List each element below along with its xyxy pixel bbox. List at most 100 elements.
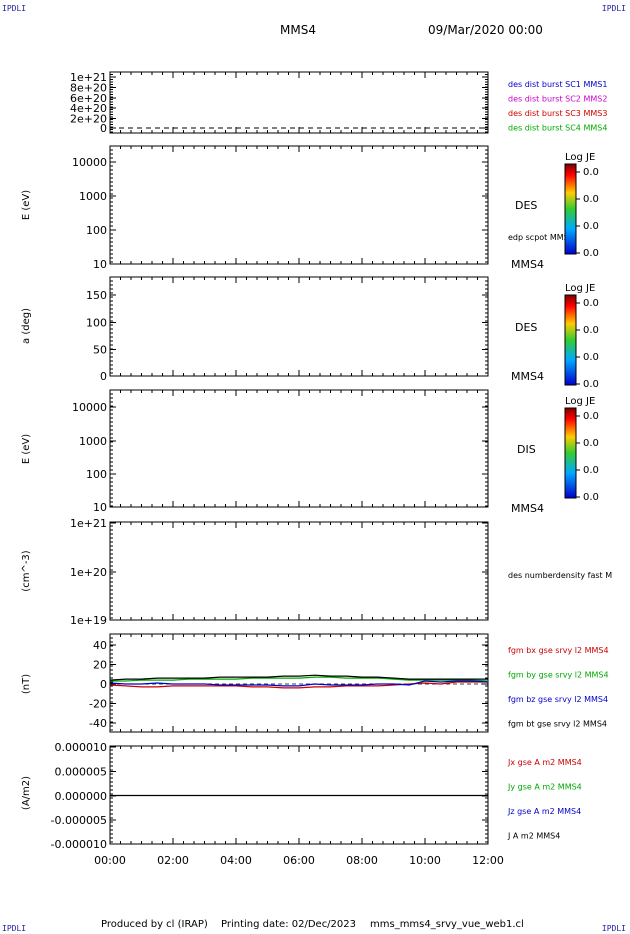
panel-3-instrument-label: DES — [515, 321, 537, 334]
panel-3-spacecraft-label: MMS4 — [511, 370, 544, 383]
time-axis-label: 12:00 — [472, 854, 504, 867]
panel-2-scpot-label: edp scpot MMS4 — [508, 233, 574, 242]
time-axis-label: 00:00 — [94, 854, 126, 867]
panel-4-ytick-label: 1000 — [79, 435, 107, 448]
panel-6-ytick-label: -20 — [89, 698, 107, 711]
panel-4-colorbar-title: Log JE — [565, 396, 595, 407]
corner-label-top-right: IPDLI — [601, 4, 626, 13]
panel-3-colorbar-tick-label: 0.0 — [583, 298, 599, 309]
panel-4-ylabel: E (eV) — [21, 434, 32, 464]
panel-4-colorbar-bar — [564, 407, 577, 499]
panel-2-colorbar-tick-label: 0.0 — [583, 194, 599, 205]
panel-5-ylabel: (cm^-3) — [21, 550, 32, 591]
panel-2-instrument-label: DES — [515, 199, 537, 212]
panel-7-legend-entry: Jy gse A m2 MMS4 — [507, 783, 582, 792]
time-axis-label: 02:00 — [157, 854, 189, 867]
panel-6-ytick-label: 0 — [100, 678, 107, 691]
panel-6-ytick-label: -40 — [89, 717, 107, 730]
panel-3-ytick-label: 100 — [86, 317, 107, 330]
panel-1-ytick-label: 4e+20 — [70, 102, 107, 115]
footer-file: mms_mms4_srvy_vue_web1.cl — [370, 919, 524, 930]
date-title: 09/Mar/2020 00:00 — [428, 23, 543, 37]
panel-3-ytick-label: 50 — [93, 344, 107, 357]
panel-5-ytick-label: 1e+19 — [70, 614, 107, 627]
time-axis-label: 08:00 — [346, 854, 378, 867]
time-axis-label: 04:00 — [220, 854, 252, 867]
panel-7-ylabel: (A/m2) — [21, 776, 32, 810]
panel-1-ytick-label: 6e+20 — [70, 92, 107, 105]
panel-3 — [109, 276, 489, 377]
panel-2-colorbar-tick-label: 0.0 — [583, 221, 599, 232]
panel-6-series-fgm-bt-gse-srvy-l2-MMS4 — [109, 674, 488, 681]
panel-2-ytick-label: 100 — [86, 224, 107, 237]
panel-2-colorbar-title: Log JE — [565, 152, 595, 163]
panel-5-ytick-label: 1e+21 — [70, 517, 107, 530]
panel-4-instrument-label: DIS — [517, 443, 536, 456]
time-axis-label: 10:00 — [409, 854, 441, 867]
panel-1-ytick-label: 1e+21 — [70, 71, 107, 84]
panel-6-ytick-label: 40 — [93, 639, 107, 652]
panel-3-colorbar-tick-label: 0.0 — [583, 379, 599, 390]
panel-6-series-fgm-bx-gse-srvy-l2-MMS4 — [109, 681, 488, 689]
panel-6-legend-entry: fgm bx gse srvy l2 MMS4 — [508, 646, 609, 655]
panel-3-colorbar-title: Log JE — [565, 283, 595, 294]
panel-3-colorbar-tick-label: 0.0 — [583, 352, 599, 363]
panel-3-ytick-label: 150 — [86, 289, 107, 302]
footer-printing-date: Printing date: 02/Dec/2023 — [221, 919, 357, 930]
panel-1-ytick-label: 2e+20 — [70, 113, 107, 126]
panel-1-legend-entry: des dist burst SC2 MMS2 — [508, 95, 607, 104]
panel-4-colorbar-tick-label: 0.0 — [583, 438, 599, 449]
panel-2-ytick-label: 10000 — [72, 156, 107, 169]
panel-2-colorbar-tick-label: 0.0 — [583, 167, 599, 178]
panel-1-ytick-label: 0 — [100, 122, 107, 135]
corner-label-bottom-right: IPDLI — [601, 924, 626, 933]
panel-5-ytick-label: 1e+20 — [70, 566, 107, 579]
panel-6-series-fgm-bz-gse-srvy-l2-MMS4 — [109, 680, 489, 687]
panel-4-colorbar-tick-label: 0.0 — [583, 465, 599, 476]
panel-3-colorbar-bar — [564, 294, 577, 386]
panel-7-legend-entry: Jz gse A m2 MMS4 — [507, 807, 581, 816]
panel-1-legend-entry: des dist burst SC4 MMS4 — [508, 124, 607, 133]
panel-2 — [109, 145, 489, 265]
panel-7-legend-entry: Jx gse A m2 MMS4 — [507, 758, 582, 767]
panel-3-ytick-label: 0 — [100, 370, 107, 383]
panel-6-ylabel: (nT) — [21, 674, 32, 694]
panel-7-ytick-label: 0.000005 — [55, 766, 108, 779]
corner-label-bottom-left: IPDLI — [2, 924, 27, 933]
panel-1-legend-entry: des dist burst SC3 MMS3 — [508, 109, 607, 118]
panel-7-ytick-label: 0.000000 — [55, 790, 108, 803]
panel-2-colorbar-tick-label: 0.0 — [583, 248, 599, 259]
panel-3-ylabel: a (deg) — [21, 308, 32, 344]
panel-4-ytick-label: 100 — [86, 468, 107, 481]
panel-4-spacecraft-label: MMS4 — [511, 502, 544, 515]
panel-2-colorbar-bar — [564, 163, 577, 255]
panel-7-ytick-label: 0.000010 — [55, 741, 108, 754]
panel-4-ytick-label: 10000 — [72, 401, 107, 414]
panel-1 — [109, 71, 489, 134]
panel-4-colorbar-tick-label: 0.0 — [583, 411, 599, 422]
panel-2-ytick-label: 10 — [93, 258, 107, 271]
panel-6-legend-entry: fgm bz gse srvy l2 MMS4 — [508, 695, 608, 704]
time-axis-label: 06:00 — [283, 854, 315, 867]
panel-5 — [109, 521, 489, 621]
spacecraft-title: MMS4 — [280, 23, 316, 37]
panel-6-legend-entry: fgm bt gse srvy l2 MMS4 — [508, 720, 607, 729]
panel-4-ytick-label: 10 — [93, 501, 107, 514]
panel-6-ytick-label: 20 — [93, 659, 107, 672]
panel-1-ytick-label: 8e+20 — [70, 82, 107, 95]
panel-4-colorbar-tick-label: 0.0 — [583, 492, 599, 503]
panel-6-series-fgm-by-gse-srvy-l2-MMS4 — [110, 676, 489, 682]
panel-7-ytick-label: -0.000010 — [51, 838, 107, 851]
panel-7-ytick-label: -0.000005 — [51, 814, 107, 827]
corner-label-top-left: IPDLI — [2, 4, 27, 13]
panel-2-spacecraft-label: MMS4 — [511, 258, 544, 271]
panel-2-ytick-label: 1000 — [79, 190, 107, 203]
panel-5-legend-entry: des numberdensity fast M — [508, 571, 612, 580]
panel-3-colorbar-tick-label: 0.0 — [583, 325, 599, 336]
panel-7-legend-entry: J A m2 MMS4 — [507, 832, 560, 841]
panel-6-legend-entry: fgm by gse srvy l2 MMS4 — [508, 671, 609, 680]
panel-2-ylabel: E (eV) — [21, 190, 32, 220]
panel-4 — [109, 389, 489, 508]
panel-1-legend-entry: des dist burst SC1 MMS1 — [508, 80, 607, 89]
